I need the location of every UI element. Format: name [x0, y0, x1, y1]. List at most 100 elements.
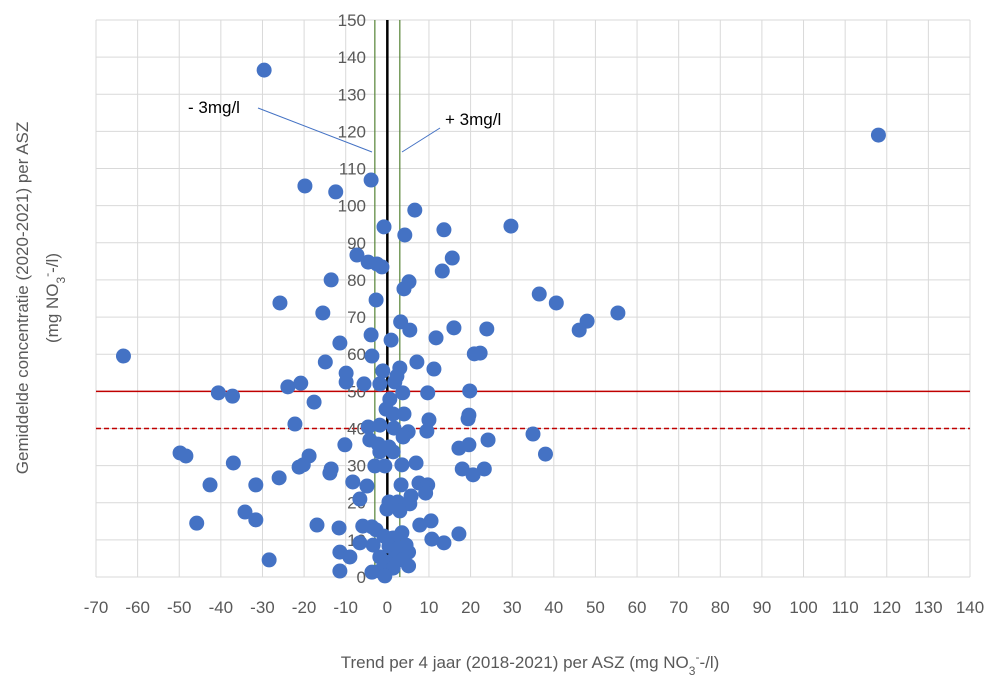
point	[271, 470, 287, 486]
point	[385, 444, 401, 460]
y-tick-label: 150	[338, 11, 366, 30]
x-tick-label: 90	[752, 598, 771, 617]
point	[480, 432, 496, 448]
point	[237, 504, 253, 520]
point	[309, 517, 325, 533]
point	[870, 127, 886, 143]
point	[479, 321, 495, 337]
y-tick-label: 110	[339, 160, 366, 179]
point	[359, 478, 375, 494]
point	[345, 474, 361, 490]
x-tick-label: 130	[914, 598, 942, 617]
point	[392, 503, 408, 519]
y-tick-label: 60	[347, 345, 366, 364]
point	[525, 426, 541, 442]
x-tick-label: -40	[209, 598, 234, 617]
point	[323, 272, 339, 288]
x-tick-label: -70	[84, 598, 109, 617]
point	[428, 330, 444, 346]
point	[338, 374, 354, 390]
point	[436, 535, 452, 551]
x-tick-label: 100	[789, 598, 817, 617]
point	[407, 202, 423, 218]
point	[401, 558, 417, 574]
point	[365, 537, 381, 553]
x-tick-label: -20	[292, 598, 317, 617]
x-axis-title: Trend per 4 jaar (2018-2021) per ASZ (mg…	[341, 650, 720, 677]
point	[472, 345, 488, 361]
point	[352, 535, 368, 551]
point	[395, 429, 411, 445]
x-tick-label: 120	[873, 598, 901, 617]
point	[376, 219, 392, 235]
y-tick-label: 30	[347, 457, 366, 476]
label-part: 3	[54, 277, 68, 284]
point	[280, 379, 296, 395]
x-tick-label: -50	[167, 598, 192, 617]
point	[297, 178, 313, 194]
point	[293, 375, 309, 391]
point	[115, 348, 131, 364]
x-tick-label: 10	[419, 598, 438, 617]
point	[332, 335, 348, 351]
point	[248, 477, 264, 493]
point	[426, 361, 442, 377]
y-tick-label: 130	[338, 85, 366, 104]
label-part: (mg NO	[43, 284, 62, 344]
annotation: + 3mg/l	[445, 110, 501, 129]
point	[189, 515, 205, 531]
point	[328, 184, 344, 200]
point	[349, 247, 365, 263]
point	[503, 218, 519, 234]
label-part: -/l)	[43, 253, 62, 273]
x-tick-label: 0	[383, 598, 392, 617]
point	[451, 526, 467, 542]
point	[446, 320, 462, 336]
point	[291, 459, 307, 475]
annotation: - 3mg/l	[188, 98, 240, 117]
point	[272, 295, 288, 311]
point	[287, 416, 303, 432]
point	[423, 513, 439, 529]
point	[393, 477, 409, 493]
point	[337, 437, 353, 453]
point	[419, 423, 435, 439]
point	[377, 458, 393, 474]
point	[444, 250, 460, 266]
point	[383, 332, 399, 348]
point	[420, 385, 436, 401]
point	[363, 172, 379, 188]
point	[315, 305, 331, 321]
y-tick-label: 120	[338, 122, 366, 141]
point	[178, 448, 194, 464]
point	[408, 455, 424, 471]
x-tick-label: 30	[503, 598, 522, 617]
point	[434, 263, 450, 279]
point	[418, 485, 434, 501]
point	[306, 394, 322, 410]
point	[375, 363, 391, 379]
point	[332, 563, 348, 579]
x-tick-label: 20	[461, 598, 480, 617]
y-tick-label: 70	[347, 308, 366, 327]
point	[331, 520, 347, 536]
point	[402, 322, 418, 338]
point	[372, 444, 388, 460]
x-tick-label: 140	[956, 598, 984, 617]
point	[248, 512, 264, 528]
point	[548, 295, 564, 311]
point	[465, 467, 481, 483]
point	[256, 62, 272, 78]
point	[372, 417, 388, 433]
point	[368, 292, 384, 308]
point	[352, 491, 368, 507]
point	[460, 411, 476, 427]
point	[396, 406, 412, 422]
point	[225, 388, 241, 404]
x-tick-label: -10	[333, 598, 358, 617]
point	[261, 552, 277, 568]
x-tick-label: 80	[711, 598, 730, 617]
y-tick-label: 100	[338, 197, 366, 216]
point	[225, 455, 241, 471]
label-part: -/l)	[699, 653, 719, 672]
